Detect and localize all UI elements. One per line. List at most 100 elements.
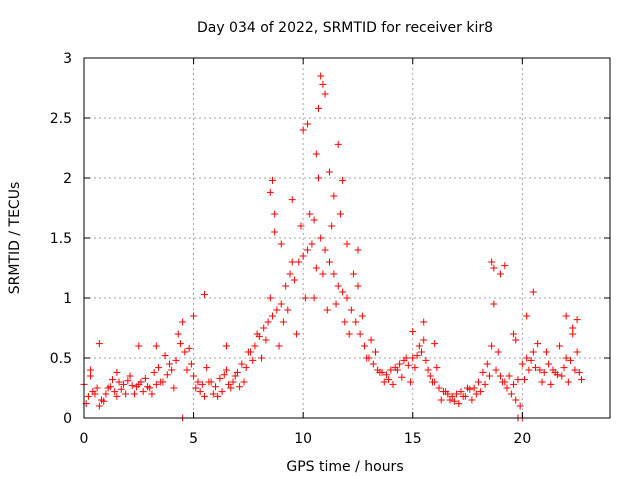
data-point bbox=[222, 342, 230, 350]
data-point bbox=[422, 356, 430, 364]
data-point bbox=[521, 376, 529, 384]
data-point bbox=[413, 352, 421, 360]
data-point bbox=[198, 380, 206, 388]
data-point bbox=[144, 383, 152, 391]
data-point bbox=[104, 384, 112, 392]
data-point bbox=[435, 384, 443, 392]
data-point bbox=[470, 384, 478, 392]
data-point bbox=[251, 342, 259, 350]
data-point bbox=[512, 396, 520, 404]
data-point bbox=[284, 306, 292, 314]
data-point bbox=[268, 312, 276, 320]
data-point bbox=[91, 390, 99, 398]
data-point bbox=[201, 290, 209, 298]
data-point bbox=[481, 380, 489, 388]
data-point bbox=[194, 378, 202, 386]
data-point bbox=[152, 380, 160, 388]
y-tick-label: 0 bbox=[63, 411, 72, 427]
data-point bbox=[420, 318, 428, 326]
data-point bbox=[367, 336, 375, 344]
data-point bbox=[396, 360, 404, 368]
data-point bbox=[212, 383, 219, 391]
data-point bbox=[510, 330, 518, 338]
data-point bbox=[479, 368, 487, 376]
data-point bbox=[475, 378, 482, 386]
data-point bbox=[542, 348, 550, 356]
data-point bbox=[157, 378, 165, 386]
data-point bbox=[155, 364, 163, 372]
data-point bbox=[168, 366, 176, 374]
data-point bbox=[347, 306, 355, 314]
data-point bbox=[490, 264, 498, 272]
data-point bbox=[488, 258, 496, 266]
data-point bbox=[382, 371, 390, 379]
data-point bbox=[516, 402, 524, 410]
data-point bbox=[354, 282, 362, 290]
data-point bbox=[87, 366, 95, 374]
data-point bbox=[229, 378, 237, 386]
data-point bbox=[141, 374, 149, 382]
data-point bbox=[312, 150, 320, 158]
data-point bbox=[277, 240, 285, 248]
data-point bbox=[310, 216, 318, 224]
data-point bbox=[220, 371, 228, 379]
data-point bbox=[380, 378, 388, 386]
data-point bbox=[225, 380, 233, 388]
data-point bbox=[514, 376, 522, 384]
data-point bbox=[301, 294, 309, 302]
data-point bbox=[518, 360, 526, 368]
data-point bbox=[496, 372, 504, 380]
data-point bbox=[492, 366, 500, 374]
data-point bbox=[218, 388, 226, 396]
data-point bbox=[477, 388, 485, 396]
data-point bbox=[409, 354, 417, 362]
data-point bbox=[161, 352, 169, 360]
data-point bbox=[126, 372, 134, 380]
data-point bbox=[293, 330, 301, 338]
data-point bbox=[249, 356, 257, 364]
data-point bbox=[551, 368, 559, 376]
data-point bbox=[328, 222, 336, 230]
data-point bbox=[343, 294, 351, 302]
data-point bbox=[260, 324, 268, 332]
data-point bbox=[339, 176, 347, 184]
data-point bbox=[334, 140, 342, 148]
y-tick-label: 1.5 bbox=[50, 231, 72, 247]
data-point bbox=[216, 374, 224, 382]
data-point bbox=[472, 390, 480, 398]
data-point bbox=[356, 330, 364, 338]
data-point bbox=[231, 372, 239, 380]
data-point bbox=[428, 378, 436, 386]
data-point bbox=[505, 372, 513, 380]
data-point bbox=[527, 356, 535, 364]
data-point bbox=[297, 222, 305, 230]
data-point bbox=[393, 366, 401, 374]
data-point bbox=[354, 246, 362, 254]
x-tick-label: 15 bbox=[404, 431, 422, 447]
data-point bbox=[330, 192, 338, 200]
data-point bbox=[266, 188, 274, 196]
data-point bbox=[100, 397, 108, 405]
data-point bbox=[227, 384, 235, 392]
data-point bbox=[253, 330, 261, 338]
data-point bbox=[433, 364, 441, 372]
data-point bbox=[179, 318, 187, 326]
data-point bbox=[319, 80, 327, 88]
data-point bbox=[455, 400, 463, 408]
data-point bbox=[499, 378, 507, 386]
data-points bbox=[80, 72, 586, 422]
data-point bbox=[130, 390, 138, 398]
data-point bbox=[536, 366, 544, 374]
data-point bbox=[299, 252, 307, 260]
data-point bbox=[174, 330, 182, 338]
data-point bbox=[113, 392, 121, 400]
data-point bbox=[409, 328, 417, 336]
data-point bbox=[170, 384, 178, 392]
data-point bbox=[402, 354, 410, 362]
data-point bbox=[262, 336, 270, 344]
data-point bbox=[172, 356, 180, 364]
data-point bbox=[501, 262, 509, 270]
data-point bbox=[185, 344, 193, 352]
data-point bbox=[128, 382, 136, 390]
